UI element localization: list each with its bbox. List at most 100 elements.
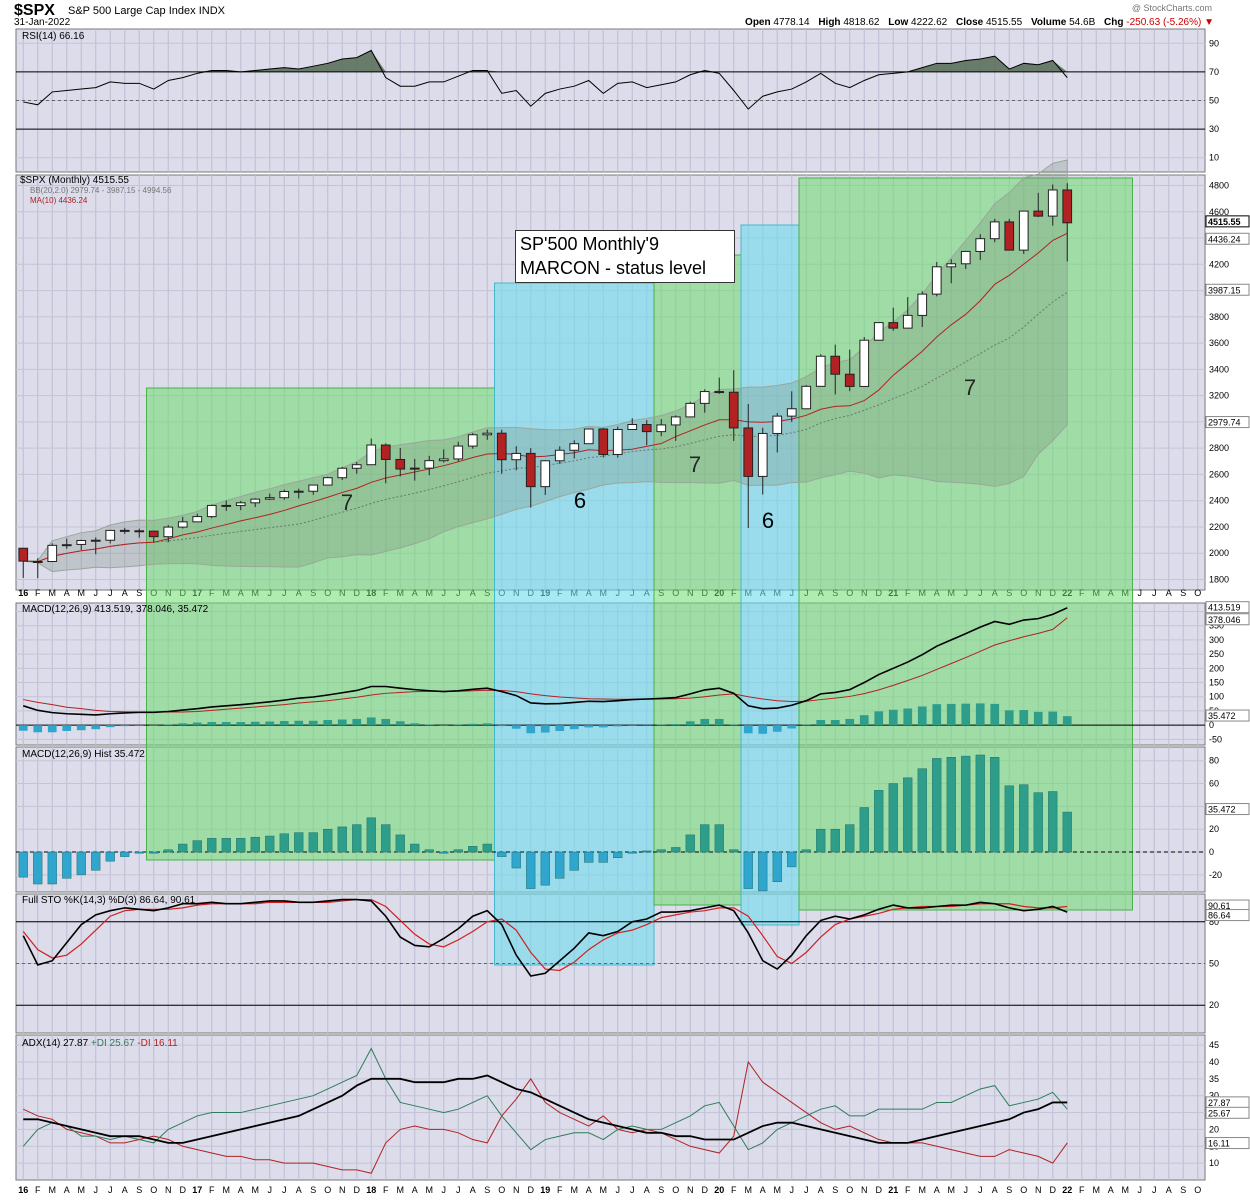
x-tick-label: A	[470, 1185, 476, 1195]
x-tick-label: F	[209, 1185, 215, 1195]
macd-signal-line	[23, 617, 1068, 713]
adx-title: ADX(14) 27.87 +DI 25.67 -DI 16.11	[22, 1038, 178, 1049]
x-tick-label: 22	[1062, 1185, 1072, 1195]
macd-tick-label: 350	[1209, 621, 1224, 631]
x-tick-label: J	[978, 1185, 983, 1195]
x-tick-label: A	[412, 1185, 418, 1195]
hist-bar	[424, 849, 434, 853]
candle-body	[1033, 210, 1044, 217]
hist-bar	[439, 851, 449, 854]
macd-hist-bar	[453, 724, 463, 726]
x-tick-label: A	[64, 588, 70, 598]
x-tick-label: J	[790, 1185, 795, 1195]
x-tick-label: M	[49, 1185, 57, 1195]
macd-hist-bar	[584, 725, 594, 728]
hist-bar	[946, 757, 956, 853]
x-tick-label: A	[1108, 1185, 1114, 1195]
macd-title: MACD(12,26,9) 413.519, 378.046, 35.472	[22, 604, 209, 615]
rsi-overbought-area	[23, 50, 1068, 72]
price-tick-label: 2600	[1209, 469, 1229, 479]
hist-bar	[76, 851, 86, 876]
sto-k-line	[22, 898, 1068, 977]
x-tick-label: O	[150, 1185, 157, 1195]
adx-plus-di-line	[22, 1047, 1068, 1151]
x-tick-label: A	[1166, 588, 1172, 598]
sto-tag: 90.61	[1208, 901, 1231, 911]
candle-body	[1018, 210, 1029, 251]
zone-label: 6	[762, 508, 774, 533]
macd-tag: 35.472	[1208, 711, 1236, 721]
candle-body	[656, 424, 667, 433]
hist-bar	[1019, 784, 1029, 853]
x-tick-label: M	[49, 588, 57, 598]
candle-body	[801, 385, 812, 410]
adx-tick-label: 35	[1209, 1074, 1219, 1084]
sto-tick-label: 80	[1209, 917, 1219, 927]
macd-hist-bar	[801, 724, 811, 726]
hist-bar	[671, 847, 681, 853]
adx-line	[23, 1074, 1068, 1144]
candle-body	[18, 547, 29, 562]
hist-bar	[975, 754, 985, 853]
macd-hist-bar	[874, 711, 884, 726]
x-tick-label: D	[354, 1185, 361, 1195]
hist-tag: 35.472	[1208, 805, 1236, 815]
price-legend-title: $SPX (Monthly) 4515.55	[20, 175, 129, 186]
candle-body	[496, 432, 507, 461]
adx-title-part: +DI 25.67	[88, 1038, 135, 1049]
candle-body	[743, 427, 754, 477]
adx-tag: 25.67	[1208, 1108, 1231, 1118]
macd-hist-bar	[946, 703, 956, 726]
candle-body	[47, 544, 58, 563]
hist-bar	[497, 851, 507, 857]
x-tick-label: A	[238, 1185, 244, 1195]
hist-bar	[714, 824, 724, 853]
macd-hist-bar	[772, 725, 782, 732]
price-legend-bb: BB(20,2.0) 2979.74 - 3987.15 - 4994.56	[30, 186, 172, 195]
candle-body	[337, 467, 348, 479]
ma10-line	[23, 232, 1068, 563]
x-tick-label: S	[1006, 1185, 1012, 1195]
hist-bar	[33, 851, 43, 885]
macd-hist-bar	[830, 720, 840, 726]
x-tick-label: J	[964, 1185, 969, 1195]
candle-body	[772, 415, 783, 434]
macd-hist-bar	[743, 725, 753, 734]
x-tick-label: J	[804, 1185, 809, 1195]
x-tick-label: F	[383, 1185, 389, 1195]
adx-tag: 27.87	[1208, 1098, 1231, 1108]
hist-bar	[381, 824, 391, 853]
candle-body	[714, 391, 725, 394]
macd-hist-bar	[163, 724, 173, 726]
adx-title-part: -DI 16.11	[135, 1038, 179, 1049]
x-tick-label: J	[94, 588, 99, 598]
macd-hist-bar	[685, 721, 695, 726]
adx-tick-label: 40	[1209, 1057, 1219, 1067]
macd-hist-bar	[337, 719, 347, 726]
x-tick-label: S	[658, 1185, 664, 1195]
candle-body	[264, 497, 275, 500]
candle-body	[859, 339, 870, 387]
candle-body	[540, 460, 551, 488]
macd-hist-bar	[1019, 710, 1029, 726]
macd-hist-bar	[105, 725, 115, 728]
hist-bar	[91, 851, 101, 871]
candle-body	[163, 526, 174, 538]
x-tick-label: M	[774, 1185, 782, 1195]
price-tick-label: 2200	[1209, 522, 1229, 532]
macd-hist-bar	[700, 718, 710, 726]
candle-body	[569, 443, 580, 451]
macd-hist-bar	[540, 725, 550, 733]
price-tick-label: 4200	[1209, 259, 1229, 269]
zone-cyan	[494, 282, 655, 966]
x-tick-label: A	[64, 1185, 70, 1195]
hist-bar	[888, 783, 898, 853]
macd-hist-bar	[323, 720, 333, 726]
macd-hist-bar	[903, 708, 913, 726]
macd-hist-bar	[236, 722, 246, 726]
hist-bar	[366, 817, 376, 853]
candle-body	[148, 530, 159, 538]
candle-body	[844, 373, 855, 387]
rsi-tick-label: 50	[1209, 96, 1219, 106]
x-tick-label: S	[1180, 588, 1186, 598]
